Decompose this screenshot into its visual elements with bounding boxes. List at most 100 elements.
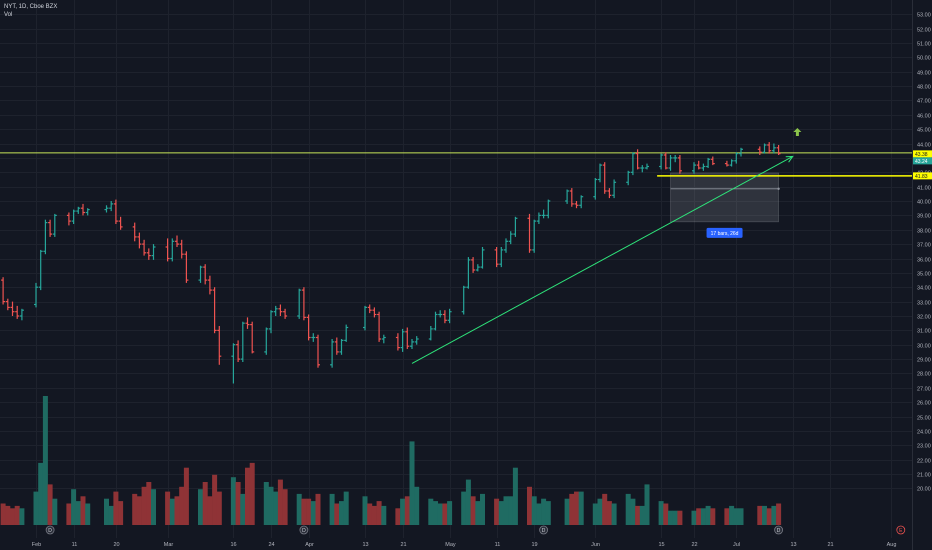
volume-bar [245,467,250,525]
volume-bar [498,501,504,525]
price-bar [198,265,203,283]
volume-bars [0,396,782,525]
y-tick-label: 49.00 [917,71,931,77]
price-bar [729,159,734,167]
price-bar [395,333,400,351]
trend-line[interactable] [411,156,793,364]
price-bar [692,162,696,174]
price-bar [673,155,678,163]
price-bar [217,326,222,365]
price-bar [663,152,668,170]
y-tick-label: 37.00 [917,243,931,249]
y-tick-label: 30.00 [917,344,931,350]
volume-bar [395,508,401,525]
y-tick-label: 41.00 [917,186,931,192]
volume-bar [663,503,669,525]
x-tick-label: 13 [362,542,368,548]
volume-bar [437,503,443,525]
volume-bar [658,501,664,525]
volume-bar [503,496,509,525]
volume-bar [301,498,307,525]
price-bar [541,209,546,219]
price-bar [19,308,24,321]
volume-bar [249,462,255,525]
volume-bar [104,498,109,525]
volume-bar [574,491,579,525]
price-bar [536,212,541,224]
x-tick-label: 16 [230,542,236,548]
price-bar [81,203,85,216]
price-bar [626,170,631,186]
price-bar [461,285,466,315]
price-bar [734,152,739,164]
price-bar [645,163,649,170]
price-bar [372,307,377,318]
volume-legend-label[interactable]: Vol [4,12,13,18]
y-tick-label: 50.00 [917,56,931,62]
volume-bar [442,503,448,525]
y-tick-label: 39.00 [917,214,931,220]
volume-bar [776,503,782,525]
time-axis[interactable]: Feb 11 20 Mar 16 24 Apr 13 21 May 11 19 Jun 15 22 Jul 13… [32,542,932,548]
price-bar [771,143,776,154]
y-tick-label: 21.00 [917,473,931,479]
price-bar [565,189,570,204]
trend-line-group[interactable] [411,128,802,364]
dividend-marker-icon[interactable] [299,525,309,535]
price-bar [739,147,743,157]
volume-bar [240,493,246,525]
volume-bar [635,505,641,525]
event-marker-label: E [899,528,903,534]
dividend-marker-icon[interactable] [539,525,548,535]
price-bar [264,327,269,355]
price-bar [344,324,349,342]
volume-bar [705,505,711,525]
measure-handle-icon[interactable] [777,187,780,190]
volume-bar [409,441,415,525]
volume-bar [118,501,124,525]
dividend-marker-icon[interactable] [45,525,55,535]
earnings-marker-icon[interactable] [896,525,906,535]
y-tick-label: 23.00 [917,444,931,450]
volume-bar [738,508,744,525]
volume-bar [38,462,44,525]
price-bar [5,298,10,311]
volume-bar [668,510,673,525]
volume-bar [52,498,58,525]
volume-bar [165,491,171,525]
price-bar [231,343,236,384]
price-bar [527,213,532,253]
volume-bar [0,503,6,525]
volume-bar [597,498,603,525]
price-bar [38,249,43,291]
volume-bar [19,508,25,525]
price-bar [668,155,673,171]
price-bar [283,308,288,319]
volume-bar [672,510,678,525]
y-tick-label: 44.00 [917,143,931,149]
measure-box[interactable] [670,172,779,223]
dividend-marker-icon[interactable] [774,525,783,535]
price-bar [179,239,184,259]
volume-bar [80,496,86,525]
measure-tool[interactable]: 17 bars, 26d [670,172,780,238]
volume-bar [733,508,739,525]
x-tick-label: 24 [268,542,274,548]
target-up-arrow-icon[interactable] [793,128,802,137]
volume-bar [371,505,377,525]
volume-bar [447,501,453,525]
y-tick-label: 31.00 [917,329,931,335]
volume-bar [339,501,344,525]
volume-bar [235,482,241,525]
price-bar [184,251,189,283]
y-tick-label: 35.00 [917,272,931,278]
symbol-title[interactable]: NYT, 1D, Cboe BZX [4,4,58,10]
measure-label: 17 bars, 26d [711,231,739,237]
price-bar [245,317,250,329]
price-bar [442,310,447,324]
resistance-price-label-box [913,150,932,158]
price-bar [724,160,729,167]
